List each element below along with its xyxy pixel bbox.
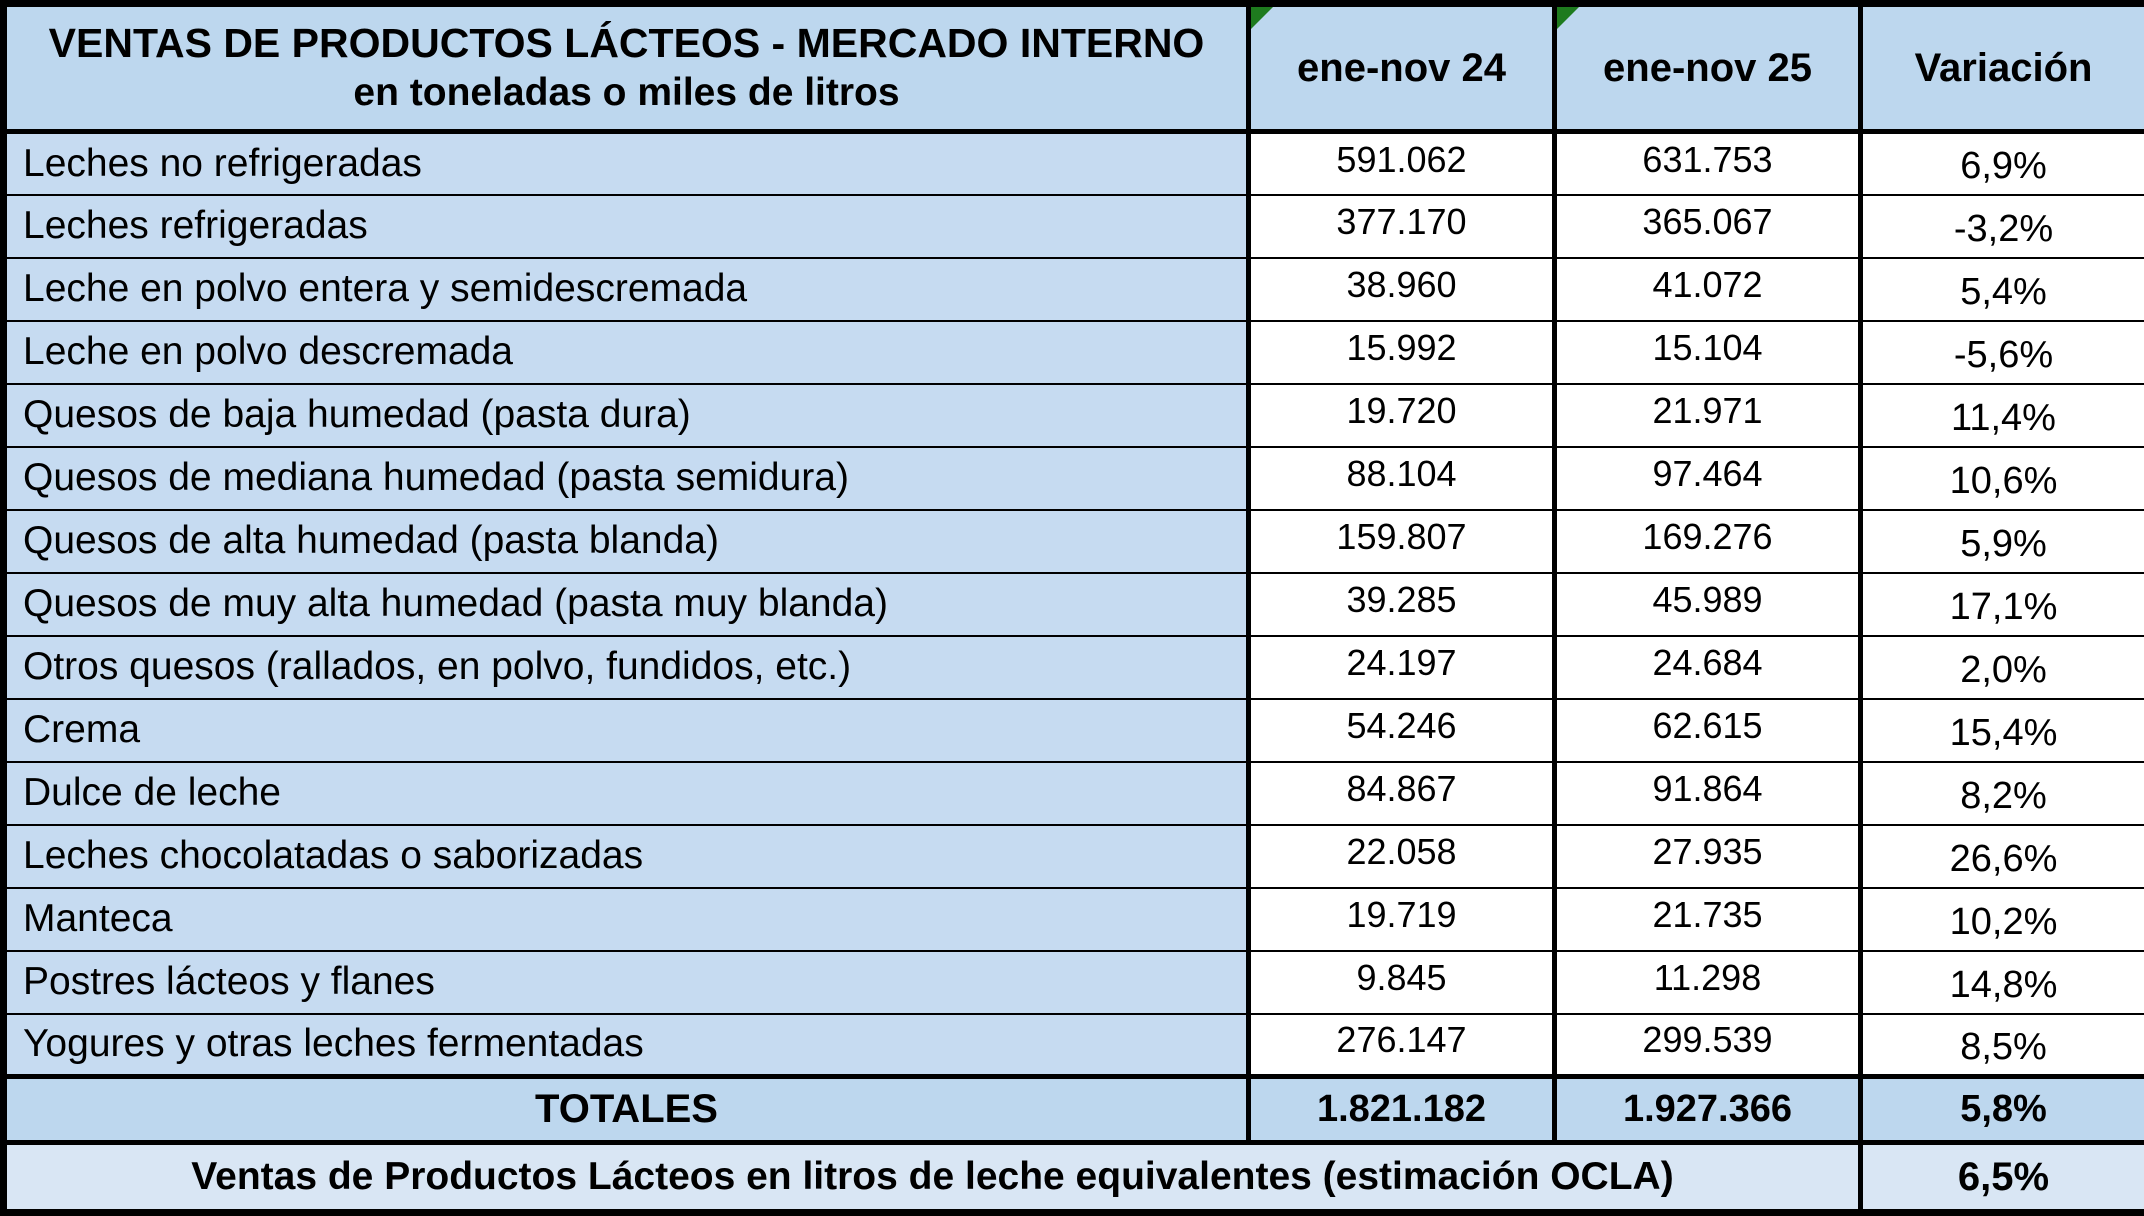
- product-name-cell: Crema: [4, 699, 1249, 762]
- table-row: Otros quesos (rallados, en polvo, fundid…: [4, 636, 2144, 699]
- column-header-variacion: Variación: [1861, 4, 2144, 132]
- value-2024-cell: 84.867: [1249, 762, 1555, 825]
- value-2024-cell: 39.285: [1249, 573, 1555, 636]
- table-row: Leche en polvo entera y semidescremada 3…: [4, 258, 2144, 321]
- value-2025-cell: 15.104: [1555, 321, 1861, 384]
- value-2024-cell: 19.719: [1249, 888, 1555, 951]
- value-2025-cell: 631.753: [1555, 132, 1861, 195]
- header-row: VENTAS DE PRODUCTOS LÁCTEOS - MERCADO IN…: [4, 4, 2144, 132]
- value-2024-cell: 9.845: [1249, 951, 1555, 1014]
- variation-cell: 26,6%: [1861, 825, 2144, 888]
- value-2024-cell: 38.960: [1249, 258, 1555, 321]
- column-header-label: ene-nov 25: [1603, 46, 1812, 90]
- product-name-cell: Otros quesos (rallados, en polvo, fundid…: [4, 636, 1249, 699]
- value-2024-cell: 54.246: [1249, 699, 1555, 762]
- product-name-cell: Leche en polvo entera y semidescremada: [4, 258, 1249, 321]
- value-2025-cell: 27.935: [1555, 825, 1861, 888]
- product-name-cell: Quesos de muy alta humedad (pasta muy bl…: [4, 573, 1249, 636]
- product-name-cell: Dulce de leche: [4, 762, 1249, 825]
- value-2025-cell: 169.276: [1555, 510, 1861, 573]
- totals-value-2025-cell: 1.927.366: [1555, 1077, 1861, 1143]
- footer-row: Ventas de Productos Lácteos en litros de…: [4, 1143, 2144, 1213]
- column-header-ene-nov-24: ene-nov 24: [1249, 4, 1555, 132]
- variation-cell: 2,0%: [1861, 636, 2144, 699]
- value-2024-cell: 24.197: [1249, 636, 1555, 699]
- variation-cell: 8,5%: [1861, 1014, 2144, 1077]
- column-header-label: Variación: [1915, 46, 2093, 90]
- product-name-cell: Quesos de mediana humedad (pasta semidur…: [4, 447, 1249, 510]
- value-2024-cell: 22.058: [1249, 825, 1555, 888]
- value-2024-cell: 591.062: [1249, 132, 1555, 195]
- table-body: Leches no refrigeradas 591.062 631.753 6…: [4, 132, 2144, 1077]
- table-row: Quesos de mediana humedad (pasta semidur…: [4, 447, 2144, 510]
- variation-cell: 11,4%: [1861, 384, 2144, 447]
- table-row: Quesos de baja humedad (pasta dura) 19.7…: [4, 384, 2144, 447]
- footer-variation-cell: 6,5%: [1861, 1143, 2144, 1213]
- variation-cell: 8,2%: [1861, 762, 2144, 825]
- table-title: VENTAS DE PRODUCTOS LÁCTEOS - MERCADO IN…: [7, 18, 1246, 69]
- table-row: Leches chocolatadas o saborizadas 22.058…: [4, 825, 2144, 888]
- footer-label-cell: Ventas de Productos Lácteos en litros de…: [4, 1143, 1861, 1213]
- variation-cell: -3,2%: [1861, 195, 2144, 258]
- product-name-cell: Quesos de alta humedad (pasta blanda): [4, 510, 1249, 573]
- table-row: Manteca 19.719 21.735 10,2%: [4, 888, 2144, 951]
- table-row: Quesos de muy alta humedad (pasta muy bl…: [4, 573, 2144, 636]
- value-2024-cell: 19.720: [1249, 384, 1555, 447]
- column-header-label: ene-nov 24: [1297, 46, 1506, 90]
- value-2025-cell: 24.684: [1555, 636, 1861, 699]
- variation-cell: 6,9%: [1861, 132, 2144, 195]
- product-name-cell: Manteca: [4, 888, 1249, 951]
- table-row: Postres lácteos y flanes 9.845 11.298 14…: [4, 951, 2144, 1014]
- column-header-ene-nov-25: ene-nov 25: [1555, 4, 1861, 132]
- value-2025-cell: 299.539: [1555, 1014, 1861, 1077]
- table-title-cell: VENTAS DE PRODUCTOS LÁCTEOS - MERCADO IN…: [4, 4, 1249, 132]
- value-2025-cell: 11.298: [1555, 951, 1861, 1014]
- totals-variation-cell: 5,8%: [1861, 1077, 2144, 1143]
- value-2025-cell: 62.615: [1555, 699, 1861, 762]
- table-row: Leches no refrigeradas 591.062 631.753 6…: [4, 132, 2144, 195]
- variation-cell: 10,6%: [1861, 447, 2144, 510]
- variation-cell: 5,4%: [1861, 258, 2144, 321]
- cell-error-flag-icon: [1557, 7, 1579, 29]
- value-2024-cell: 88.104: [1249, 447, 1555, 510]
- product-name-cell: Leches chocolatadas o saborizadas: [4, 825, 1249, 888]
- variation-cell: 14,8%: [1861, 951, 2144, 1014]
- table-row: Leches refrigeradas 377.170 365.067 -3,2…: [4, 195, 2144, 258]
- table-row: Dulce de leche 84.867 91.864 8,2%: [4, 762, 2144, 825]
- table-row: Quesos de alta humedad (pasta blanda) 15…: [4, 510, 2144, 573]
- variation-cell: 5,9%: [1861, 510, 2144, 573]
- variation-cell: 17,1%: [1861, 573, 2144, 636]
- value-2025-cell: 21.971: [1555, 384, 1861, 447]
- variation-cell: 15,4%: [1861, 699, 2144, 762]
- value-2025-cell: 365.067: [1555, 195, 1861, 258]
- table-row: Yogures y otras leches fermentadas 276.1…: [4, 1014, 2144, 1077]
- totals-label-cell: TOTALES: [4, 1077, 1249, 1143]
- product-name-cell: Quesos de baja humedad (pasta dura): [4, 384, 1249, 447]
- table-row: Crema 54.246 62.615 15,4%: [4, 699, 2144, 762]
- product-name-cell: Yogures y otras leches fermentadas: [4, 1014, 1249, 1077]
- value-2024-cell: 276.147: [1249, 1014, 1555, 1077]
- product-name-cell: Leches refrigeradas: [4, 195, 1249, 258]
- value-2025-cell: 91.864: [1555, 762, 1861, 825]
- product-name-cell: Leches no refrigeradas: [4, 132, 1249, 195]
- table-subtitle: en toneladas o miles de litros: [7, 69, 1246, 118]
- value-2024-cell: 377.170: [1249, 195, 1555, 258]
- value-2025-cell: 21.735: [1555, 888, 1861, 951]
- value-2024-cell: 159.807: [1249, 510, 1555, 573]
- product-name-cell: Postres lácteos y flanes: [4, 951, 1249, 1014]
- value-2025-cell: 97.464: [1555, 447, 1861, 510]
- product-name-cell: Leche en polvo descremada: [4, 321, 1249, 384]
- totals-row: TOTALES 1.821.182 1.927.366 5,8%: [4, 1077, 2144, 1143]
- table-row: Leche en polvo descremada 15.992 15.104 …: [4, 321, 2144, 384]
- variation-cell: -5,6%: [1861, 321, 2144, 384]
- value-2024-cell: 15.992: [1249, 321, 1555, 384]
- totals-value-2024-cell: 1.821.182: [1249, 1077, 1555, 1143]
- cell-error-flag-icon: [1251, 7, 1273, 29]
- value-2025-cell: 45.989: [1555, 573, 1861, 636]
- variation-cell: 10,2%: [1861, 888, 2144, 951]
- value-2025-cell: 41.072: [1555, 258, 1861, 321]
